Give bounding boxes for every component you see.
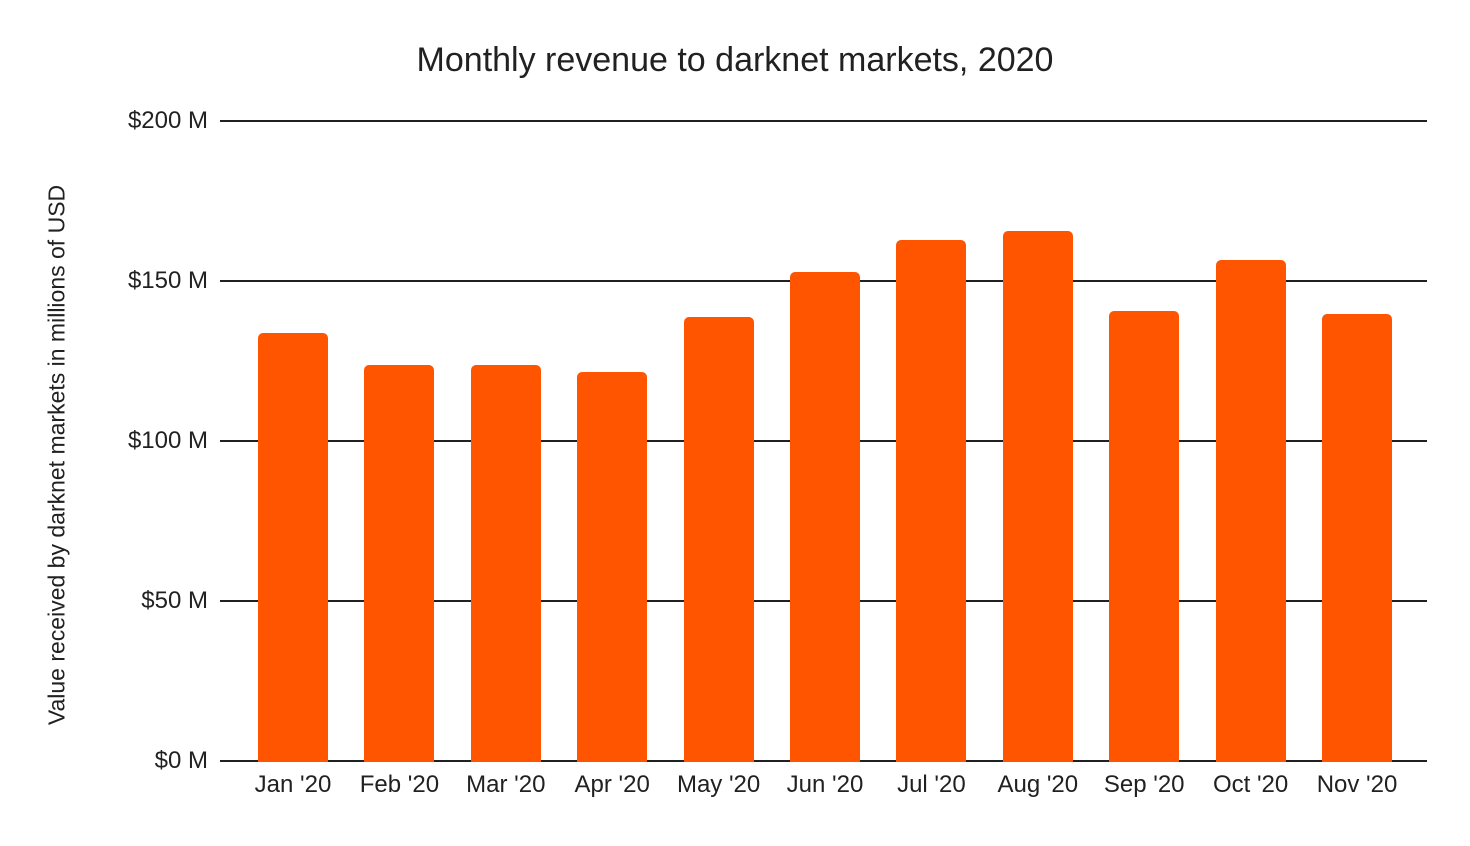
bar[interactable] [683,317,754,762]
x-tick-label: Jun '20 [786,771,864,798]
y-tick-label: $50 M [141,587,208,614]
bar[interactable] [1109,310,1180,762]
y-tick-label: $150 M [127,267,208,294]
x-tick-label: Jul '20 [897,771,966,798]
bar[interactable] [1322,314,1392,762]
y-tick-label: $100 M [127,427,208,454]
x-tick-label: Feb '20 [359,771,440,798]
x-tick-label: Aug '20 [997,771,1079,798]
bar[interactable] [577,371,648,762]
bar[interactable] [470,365,541,762]
bar[interactable] [1215,259,1286,762]
bar[interactable] [1002,230,1073,762]
x-tick-label: Oct '20 [1212,771,1289,798]
x-tick-label: Mar '20 [466,771,546,798]
y-axis-title: Value received by darknet markets in mil… [43,184,70,726]
bar[interactable] [364,365,435,762]
x-tick-label: Apr '20 [574,771,650,798]
bar[interactable] [790,272,860,762]
y-tick-label: $200 M [127,107,208,134]
x-tick-label: May '20 [676,771,761,798]
x-tick-label: Nov '20 [1316,771,1398,798]
bar[interactable] [258,333,328,762]
y-tick-label: $0 M [154,747,208,774]
plot-area [220,120,1427,762]
chart-title: Monthly revenue to darknet markets, 2020 [416,41,1054,79]
x-tick-label: Jan '20 [254,771,332,798]
gridline [220,120,1427,122]
bar[interactable] [896,240,967,762]
x-tick-label: Sep '20 [1103,771,1185,798]
